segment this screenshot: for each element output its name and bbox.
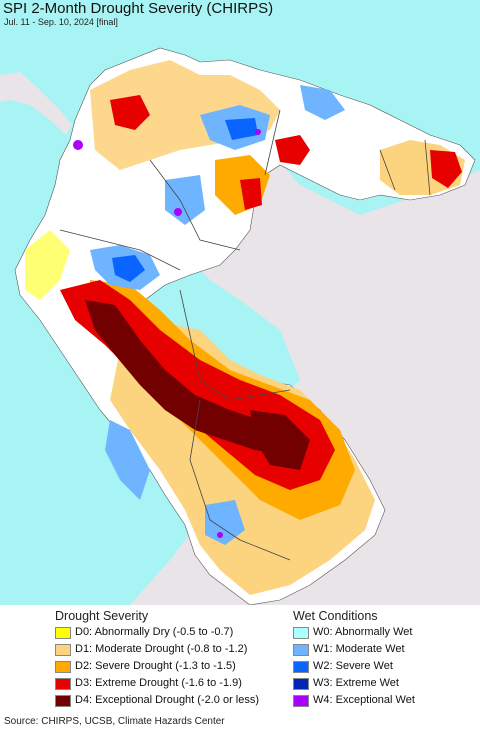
legend-label-d2: D2: Severe Drought (-1.3 to -1.5)	[75, 660, 236, 672]
country-borders	[59, 109, 431, 561]
moderate-wet-area-bolivia	[205, 500, 245, 545]
exceptional-wet-spot-3	[255, 129, 261, 135]
legend-swatch-d4	[55, 695, 71, 707]
legend-swatch-d3	[55, 678, 71, 690]
central-america-land	[0, 72, 72, 135]
moderate-wet-area-peru-coast	[105, 420, 150, 500]
legend-label-w2: W2: Severe Wet	[313, 660, 393, 672]
map-title: SPI 2-Month Drought Severity (CHIRPS)	[3, 0, 274, 17]
legend-label-d0: D0: Abnormally Dry (-0.5 to -0.7)	[75, 626, 234, 638]
drought-map	[0, 0, 480, 605]
severe-wet-area-venezuela	[225, 118, 258, 140]
legend-swatch-w2	[293, 661, 309, 673]
legend: Drought Severity Wet Conditions D0: Abno…	[0, 605, 480, 713]
extreme-drought-area-colombia	[110, 95, 150, 130]
exceptional-wet-spot-1	[73, 140, 83, 150]
map-subtitle: Jul. 11 - Sep. 10, 2024 [final]	[4, 17, 118, 27]
legend-swatch-d0	[55, 627, 71, 639]
legend-swatch-d1	[55, 644, 71, 656]
extreme-drought-area-southeast	[240, 178, 262, 210]
exceptional-drought-area-east	[250, 410, 310, 470]
exceptional-drought-area	[85, 300, 290, 455]
wet-legend-heading: Wet Conditions	[293, 609, 378, 623]
legend-swatch-w3	[293, 678, 309, 690]
moderate-drought-area-north	[90, 60, 280, 170]
legend-swatch-w4	[293, 695, 309, 707]
legend-swatch-w0	[293, 627, 309, 639]
abnormally-dry-area-west	[25, 230, 70, 300]
legend-label-d3: D3: Extreme Drought (-1.6 to -1.9)	[75, 677, 242, 689]
legend-label-d4: D4: Exceptional Drought (-2.0 or less)	[75, 694, 260, 706]
legend-label-d1: D1: Moderate Drought (-0.8 to -1.2)	[75, 643, 248, 655]
legend-label-w3: W3: Extreme Wet	[313, 677, 399, 689]
legend-swatch-d2	[55, 661, 71, 673]
legend-label-w0: W0: Abnormally Wet	[313, 626, 413, 638]
severe-wet-area-colombia	[112, 255, 145, 282]
source-credit: Source: CHIRPS, UCSB, Climate Hazards Ce…	[4, 716, 225, 727]
legend-swatch-w1	[293, 644, 309, 656]
legend-label-w1: W1: Moderate Wet	[313, 643, 405, 655]
extreme-drought-area-guianas	[430, 150, 462, 188]
legend-label-w4: W4: Exceptional Wet	[313, 694, 415, 706]
moderate-wet-area-east	[300, 85, 345, 120]
extreme-drought-area-venezuela	[275, 135, 310, 165]
exceptional-wet-spot-4	[217, 532, 223, 538]
drought-legend-heading: Drought Severity	[55, 609, 149, 623]
exceptional-wet-spot-2	[174, 208, 182, 216]
